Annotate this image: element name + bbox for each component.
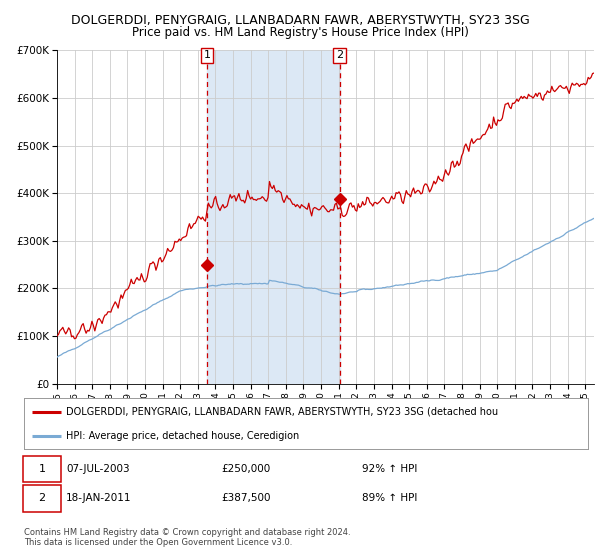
- FancyBboxPatch shape: [23, 485, 61, 512]
- Text: 1: 1: [38, 464, 46, 474]
- Text: 92% ↑ HPI: 92% ↑ HPI: [362, 464, 418, 474]
- Text: HPI: Average price, detached house, Ceredigion: HPI: Average price, detached house, Cere…: [66, 431, 299, 441]
- Text: 18-JAN-2011: 18-JAN-2011: [66, 493, 132, 503]
- Text: Price paid vs. HM Land Registry's House Price Index (HPI): Price paid vs. HM Land Registry's House …: [131, 26, 469, 39]
- Text: 1: 1: [203, 50, 211, 60]
- Text: £250,000: £250,000: [221, 464, 271, 474]
- Text: DOLGERDDI, PENYGRAIG, LLANBADARN FAWR, ABERYSTWYTH, SY23 3SG (detached hou: DOLGERDDI, PENYGRAIG, LLANBADARN FAWR, A…: [66, 407, 499, 417]
- Bar: [207, 50, 340, 384]
- Text: Contains HM Land Registry data © Crown copyright and database right 2024.
This d: Contains HM Land Registry data © Crown c…: [24, 528, 350, 547]
- Text: DOLGERDDI, PENYGRAIG, LLANBADARN FAWR, ABERYSTWYTH, SY23 3SG: DOLGERDDI, PENYGRAIG, LLANBADARN FAWR, A…: [71, 14, 529, 27]
- FancyBboxPatch shape: [23, 456, 61, 482]
- Text: 07-JUL-2003: 07-JUL-2003: [66, 464, 130, 474]
- Text: £387,500: £387,500: [221, 493, 271, 503]
- Text: 2: 2: [336, 50, 343, 60]
- Text: 89% ↑ HPI: 89% ↑ HPI: [362, 493, 418, 503]
- Text: 2: 2: [38, 493, 46, 503]
